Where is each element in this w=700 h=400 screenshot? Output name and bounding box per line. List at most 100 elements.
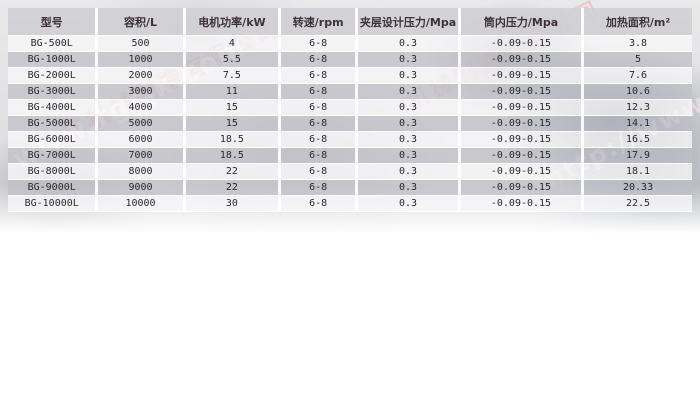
header-cell: 型号 [8,8,99,36]
table-cell: 22 [185,164,282,180]
table-cell: 6-8 [281,68,359,84]
table-cell: 7.5 [185,68,282,84]
header-cell: 电机功率/kW [185,8,282,36]
table-cell: 6-8 [281,84,359,100]
table-cell: 7.6 [584,68,692,84]
table-cell: 20.33 [584,180,692,196]
table-cell: 16.5 [584,132,692,148]
table-cell: -0.09-0.15 [460,132,585,148]
spec-table-body: BG-500L 500 4 6-8 0.3 -0.09-0.15 3.8 BG-1000L 10… [8,36,692,212]
table-cell: -0.09-0.15 [460,164,585,180]
table-cell: BG-500L [8,36,99,52]
table-cell: 0.3 [358,68,461,84]
table-cell: BG-2000L [8,68,99,84]
table-cell: BG-7000L [8,148,99,164]
table-cell: -0.09-0.15 [460,68,585,84]
table-row: BG-9000L 9000 22 6-8 0.3 -0.09-0.15 20.33 [8,180,692,196]
table-row: BG-6000L 6000 18.5 6-8 0.3 -0.09-0.15 16.5 [8,132,692,148]
table-cell: 6-8 [281,132,359,148]
table-cell: 4 [185,36,282,52]
table-cell: 5000 [98,116,186,132]
table-cell: 0.3 [358,132,461,148]
header-cell: 容积/L [98,8,186,36]
table-row: BG-1000L 1000 5.5 6-8 0.3 -0.09-0.15 5 [8,52,692,68]
table-cell: 18.5 [185,148,282,164]
table-row: BG-5000L 5000 15 6-8 0.3 -0.09-0.15 14.1 [8,116,692,132]
table-cell: 0.3 [358,84,461,100]
table-cell: BG-9000L [8,180,99,196]
table-row: BG-3000L 3000 11 6-8 0.3 -0.09-0.15 10.6 [8,84,692,100]
table-cell: 4000 [98,100,186,116]
table-cell: 6-8 [281,100,359,116]
header-cell: 筒内压力/Mpa [460,8,585,36]
table-cell: 1000 [98,52,186,68]
table-cell: -0.09-0.15 [460,116,585,132]
table-cell: 500 [98,36,186,52]
table-cell: 15 [185,100,282,116]
table-cell: 0.3 [358,100,461,116]
table-cell: 30 [185,196,282,212]
table-cell: -0.09-0.15 [460,100,585,116]
header-row: 型号 容积/L 电机功率/kW 转速/rpm 夹层设计压力/Mpa 筒内压力/Mpa 加热面… [8,8,692,36]
table-row: BG-7000L 7000 18.5 6-8 0.3 -0.09-0.15 17.9 [8,148,692,164]
table-cell: 5.5 [185,52,282,68]
spec-table-head: 型号 容积/L 电机功率/kW 转速/rpm 夹层设计压力/Mpa 筒内压力/Mpa 加热面… [8,8,692,36]
table-cell: 6-8 [281,52,359,68]
table-cell: 0.3 [358,164,461,180]
spec-table: 型号 容积/L 电机功率/kW 转速/rpm 夹层设计压力/Mpa 筒内压力/Mpa 加热面… [8,8,692,212]
table-row: BG-4000L 4000 15 6-8 0.3 -0.09-0.15 12.3 [8,100,692,116]
table-cell: 0.3 [358,196,461,212]
table-cell: 0.3 [358,180,461,196]
table-cell: -0.09-0.15 [460,196,585,212]
table-row: BG-8000L 8000 22 6-8 0.3 -0.09-0.15 18.1 [8,164,692,180]
table-cell: 10000 [98,196,186,212]
table-cell: BG-3000L [8,84,99,100]
table-cell: 6-8 [281,196,359,212]
table-cell: BG-4000L [8,100,99,116]
table-cell: -0.09-0.15 [460,84,585,100]
table-cell: 7000 [98,148,186,164]
table-cell: 8000 [98,164,186,180]
table-row: BG-2000L 2000 7.5 6-8 0.3 -0.09-0.15 7.6 [8,68,692,84]
table-cell: 6-8 [281,148,359,164]
table-cell: 18.1 [584,164,692,180]
table-cell: 2000 [98,68,186,84]
table-row: BG-500L 500 4 6-8 0.3 -0.09-0.15 3.8 [8,36,692,52]
table-cell: 3.8 [584,36,692,52]
table-cell: 5 [584,52,692,68]
table-cell: 10.6 [584,84,692,100]
table-cell: BG-6000L [8,132,99,148]
header-cell: 加热面积/m² [584,8,692,36]
table-cell: 3000 [98,84,186,100]
table-cell: 0.3 [358,36,461,52]
table-cell: 22 [185,180,282,196]
header-cell: 转速/rpm [281,8,359,36]
table-cell: 0.3 [358,148,461,164]
table-cell: 6-8 [281,116,359,132]
table-cell: -0.09-0.15 [460,52,585,68]
header-cell: 夹层设计压力/Mpa [358,8,461,36]
table-cell: 6-8 [281,164,359,180]
table-cell: BG-1000L [8,52,99,68]
table-cell: 9000 [98,180,186,196]
table-cell: 6-8 [281,36,359,52]
table-cell: 17.9 [584,148,692,164]
table-cell: BG-5000L [8,116,99,132]
table-cell: 15 [185,116,282,132]
table-cell: 11 [185,84,282,100]
table-cell: BG-8000L [8,164,99,180]
table-cell: 0.3 [358,52,461,68]
table-cell: 6000 [98,132,186,148]
table-cell: -0.09-0.15 [460,148,585,164]
table-cell: 0.3 [358,116,461,132]
table-cell: 18.5 [185,132,282,148]
table-cell: 6-8 [281,180,359,196]
table-cell: 12.3 [584,100,692,116]
table-cell: -0.09-0.15 [460,36,585,52]
table-cell: BG-10000L [8,196,99,212]
table-row: BG-10000L 10000 30 6-8 0.3 -0.09-0.15 22.5 [8,196,692,212]
table-cell: 22.5 [584,196,692,212]
table-cell: -0.09-0.15 [460,180,585,196]
table-cell: 14.1 [584,116,692,132]
